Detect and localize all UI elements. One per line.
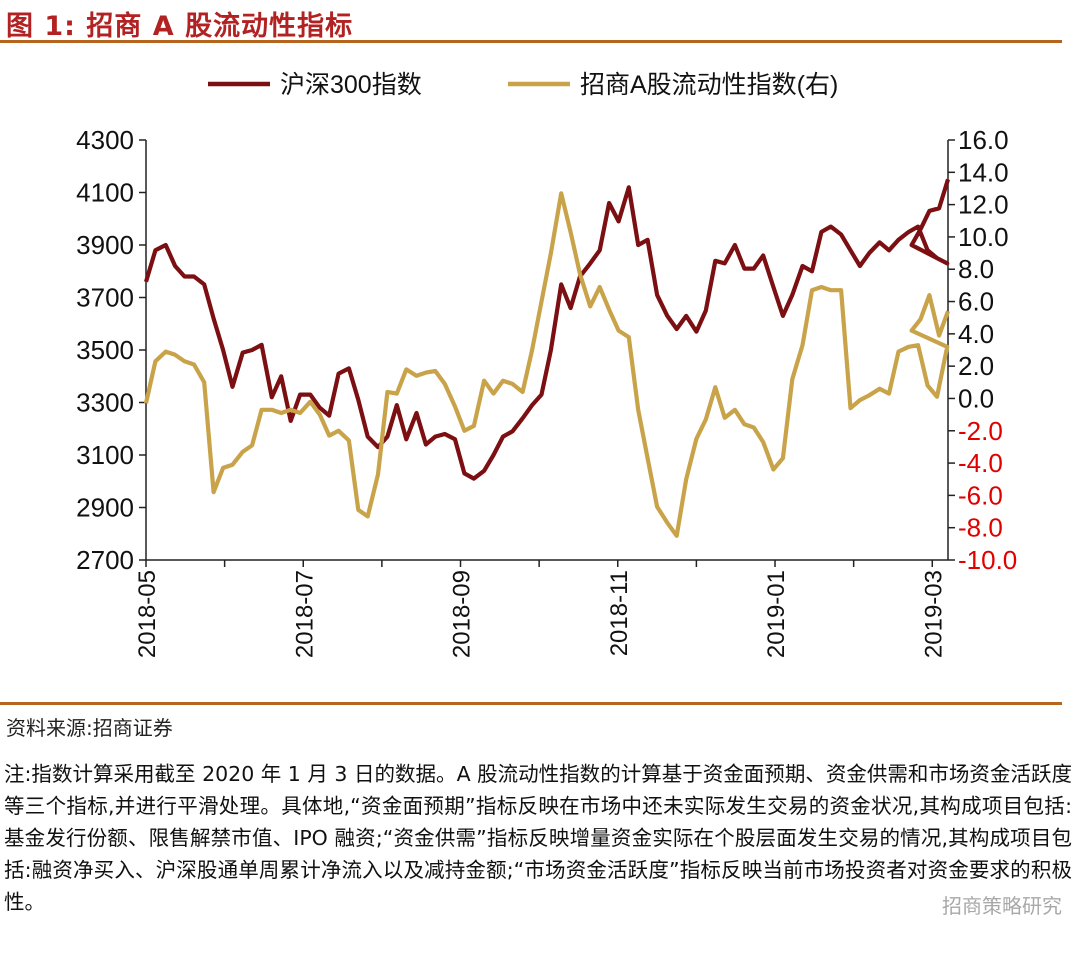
figure-title: 图 1: 招商 A 股流动性指标 [6, 11, 354, 42]
right-tick-label: -10.0 [958, 545, 1017, 575]
x-tick-label: 2018-05 [134, 570, 161, 658]
legend-label-csi300: 沪深300指数 [280, 71, 422, 99]
right-tick-label: 10.0 [958, 222, 1009, 252]
left-tick-label: 2700 [76, 545, 134, 575]
right-tick-label: 16.0 [958, 125, 1009, 155]
left-tick-label: 3900 [76, 230, 134, 260]
left-tick-label: 3500 [76, 335, 134, 365]
title-divider [0, 40, 1062, 43]
right-tick-label: 4.0 [958, 319, 994, 349]
x-tick-label: 2019-05 [1078, 570, 1080, 658]
legend-label-liquidity: 招商A股流动性指数(右) [580, 71, 838, 99]
x-tick-label: 2018-11 [606, 570, 633, 656]
right-tick-label: 0.0 [958, 383, 994, 413]
liquidity-index-line [143, 191, 950, 538]
left-tick-label: 4100 [76, 178, 134, 208]
source-divider [0, 702, 1062, 705]
source-text: 资料来源:招商证券 [6, 716, 173, 740]
x-tick-label: 2018-07 [291, 570, 318, 658]
left-tick-label: 3300 [76, 388, 134, 418]
right-tick-label: 12.0 [958, 190, 1009, 220]
x-tick-label: 2019-03 [920, 570, 947, 658]
left-tick-label: 3700 [76, 283, 134, 313]
x-tick-label: 2019-01 [763, 570, 790, 658]
right-tick-label: -2.0 [958, 416, 1003, 446]
right-tick-label: -8.0 [958, 513, 1003, 543]
left-tick-label: 3100 [76, 440, 134, 470]
csi300-line [143, 178, 951, 481]
left-tick-label: 2900 [76, 493, 134, 523]
right-tick-label: -6.0 [958, 480, 1003, 510]
right-tick-label: -4.0 [958, 448, 1003, 478]
x-tick-label: 2018-09 [449, 570, 476, 658]
note-text: 注:指数计算采用截至 2020 年 1 月 3 日的数据。A 股流动性指数的计算… [4, 762, 1072, 914]
right-tick-label: 8.0 [958, 254, 994, 284]
right-tick-label: 14.0 [958, 157, 1009, 187]
left-tick-label: 4300 [76, 125, 134, 155]
liquidity-line-chart: 4300 4100 3900 3700 3500 3300 3100 2900 2700 16.0… [76, 71, 1080, 658]
right-tick-label: 6.0 [958, 287, 994, 317]
watermark: 招商策略研究 [942, 894, 1062, 918]
right-tick-label: 2.0 [958, 351, 994, 381]
